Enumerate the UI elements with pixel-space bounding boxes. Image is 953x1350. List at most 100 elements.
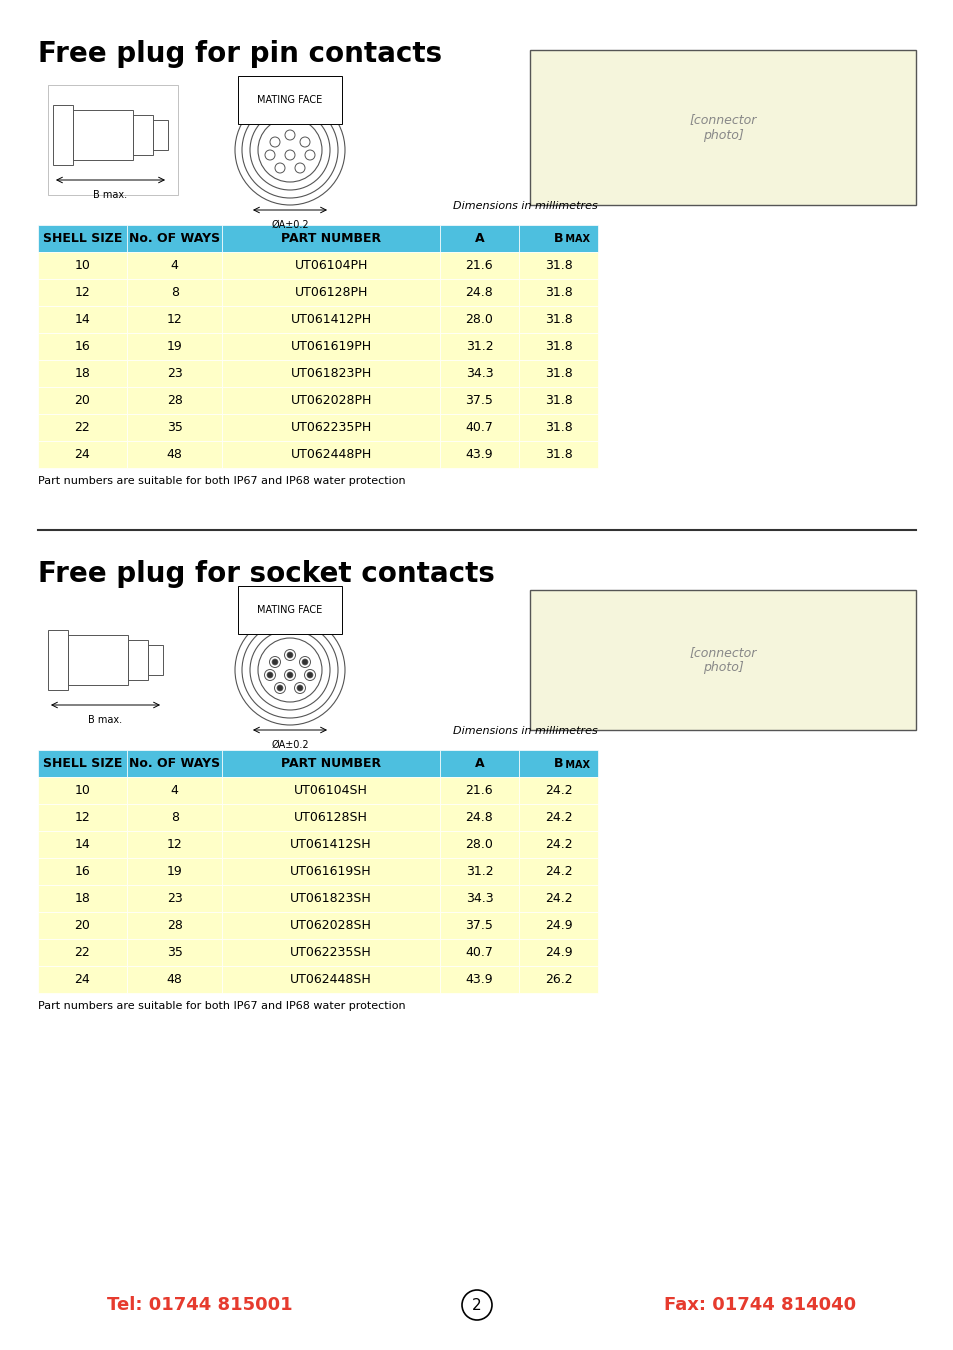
FancyBboxPatch shape	[222, 859, 439, 886]
Text: UT061412SH: UT061412SH	[290, 838, 372, 850]
FancyBboxPatch shape	[38, 832, 127, 859]
Circle shape	[307, 672, 313, 678]
FancyBboxPatch shape	[518, 778, 598, 805]
FancyBboxPatch shape	[222, 751, 439, 778]
FancyBboxPatch shape	[518, 441, 598, 468]
FancyBboxPatch shape	[127, 441, 222, 468]
Text: 20: 20	[74, 919, 91, 931]
FancyBboxPatch shape	[439, 414, 518, 441]
Text: UT062448SH: UT062448SH	[290, 973, 372, 985]
Text: 28.0: 28.0	[465, 838, 493, 850]
FancyBboxPatch shape	[38, 414, 127, 441]
Text: UT062028PH: UT062028PH	[290, 394, 372, 406]
Text: 31.2: 31.2	[465, 340, 493, 352]
FancyBboxPatch shape	[127, 360, 222, 387]
Text: 8: 8	[171, 286, 178, 298]
FancyBboxPatch shape	[439, 778, 518, 805]
FancyBboxPatch shape	[222, 387, 439, 414]
Text: Fax: 01744 814040: Fax: 01744 814040	[663, 1296, 855, 1314]
Text: 31.8: 31.8	[544, 340, 572, 352]
Circle shape	[274, 683, 285, 694]
Text: A: A	[474, 232, 484, 244]
Text: 31.8: 31.8	[544, 367, 572, 379]
Circle shape	[276, 684, 283, 691]
Text: B: B	[553, 757, 562, 769]
Text: 21.6: 21.6	[465, 259, 493, 271]
FancyBboxPatch shape	[38, 967, 127, 994]
FancyBboxPatch shape	[439, 360, 518, 387]
Text: Free plug for socket contacts: Free plug for socket contacts	[38, 560, 495, 589]
Text: 31.8: 31.8	[544, 421, 572, 433]
FancyBboxPatch shape	[127, 414, 222, 441]
FancyBboxPatch shape	[38, 859, 127, 886]
Bar	[128, 640, 148, 680]
Text: 4: 4	[171, 784, 178, 796]
FancyBboxPatch shape	[127, 306, 222, 333]
FancyBboxPatch shape	[38, 886, 127, 913]
Text: 48: 48	[167, 448, 182, 460]
FancyBboxPatch shape	[439, 751, 518, 778]
FancyBboxPatch shape	[127, 940, 222, 967]
Text: Dimensions in millimetres: Dimensions in millimetres	[453, 201, 598, 211]
Text: Dimensions in millimetres: Dimensions in millimetres	[453, 726, 598, 736]
Bar	[53, 105, 73, 165]
Text: 12: 12	[74, 286, 91, 298]
Text: UT062235PH: UT062235PH	[291, 421, 372, 433]
Text: [connector
photo]: [connector photo]	[689, 647, 756, 674]
Text: 12: 12	[167, 313, 182, 325]
FancyBboxPatch shape	[127, 913, 222, 940]
Text: 31.2: 31.2	[465, 865, 493, 878]
Text: UT062235SH: UT062235SH	[290, 946, 372, 958]
Text: MAX: MAX	[562, 760, 590, 770]
FancyBboxPatch shape	[127, 225, 222, 252]
FancyBboxPatch shape	[439, 913, 518, 940]
FancyBboxPatch shape	[518, 279, 598, 306]
FancyBboxPatch shape	[222, 252, 439, 279]
Circle shape	[302, 659, 308, 666]
FancyBboxPatch shape	[439, 387, 518, 414]
Text: 35: 35	[167, 946, 182, 958]
Text: Part numbers are suitable for both IP67 and IP68 water protection: Part numbers are suitable for both IP67 …	[38, 1000, 405, 1011]
Text: 48: 48	[167, 973, 182, 985]
FancyBboxPatch shape	[222, 279, 439, 306]
FancyBboxPatch shape	[38, 279, 127, 306]
Text: 14: 14	[74, 838, 91, 850]
Text: B max.: B max.	[92, 190, 127, 200]
Text: UT061412PH: UT061412PH	[291, 313, 372, 325]
Text: 2: 2	[472, 1297, 481, 1312]
Text: MATING FACE: MATING FACE	[257, 95, 322, 105]
Circle shape	[269, 656, 280, 667]
Text: 22: 22	[74, 946, 91, 958]
Text: 23: 23	[167, 367, 182, 379]
FancyBboxPatch shape	[518, 805, 598, 832]
Text: UT061619SH: UT061619SH	[290, 865, 372, 878]
Text: B max.: B max.	[88, 716, 122, 725]
Text: 16: 16	[74, 340, 91, 352]
Text: 24.9: 24.9	[544, 919, 572, 931]
Bar	[68, 634, 128, 684]
Text: 28.0: 28.0	[465, 313, 493, 325]
FancyBboxPatch shape	[518, 225, 598, 252]
Text: Free plug for pin contacts: Free plug for pin contacts	[38, 40, 441, 68]
Text: 18: 18	[74, 367, 91, 379]
FancyBboxPatch shape	[439, 441, 518, 468]
FancyBboxPatch shape	[439, 940, 518, 967]
FancyBboxPatch shape	[222, 414, 439, 441]
Text: MATING FACE: MATING FACE	[257, 605, 322, 616]
FancyBboxPatch shape	[439, 886, 518, 913]
Text: 24.9: 24.9	[544, 946, 572, 958]
Text: Part numbers are suitable for both IP67 and IP68 water protection: Part numbers are suitable for both IP67 …	[38, 477, 405, 486]
Circle shape	[299, 656, 310, 667]
FancyBboxPatch shape	[518, 252, 598, 279]
FancyBboxPatch shape	[518, 859, 598, 886]
FancyBboxPatch shape	[127, 333, 222, 360]
Text: MAX: MAX	[562, 235, 590, 244]
FancyBboxPatch shape	[439, 859, 518, 886]
FancyBboxPatch shape	[127, 387, 222, 414]
Text: [connector
photo]: [connector photo]	[689, 113, 756, 142]
FancyBboxPatch shape	[38, 360, 127, 387]
FancyBboxPatch shape	[518, 940, 598, 967]
FancyBboxPatch shape	[222, 940, 439, 967]
FancyBboxPatch shape	[439, 805, 518, 832]
FancyBboxPatch shape	[222, 967, 439, 994]
